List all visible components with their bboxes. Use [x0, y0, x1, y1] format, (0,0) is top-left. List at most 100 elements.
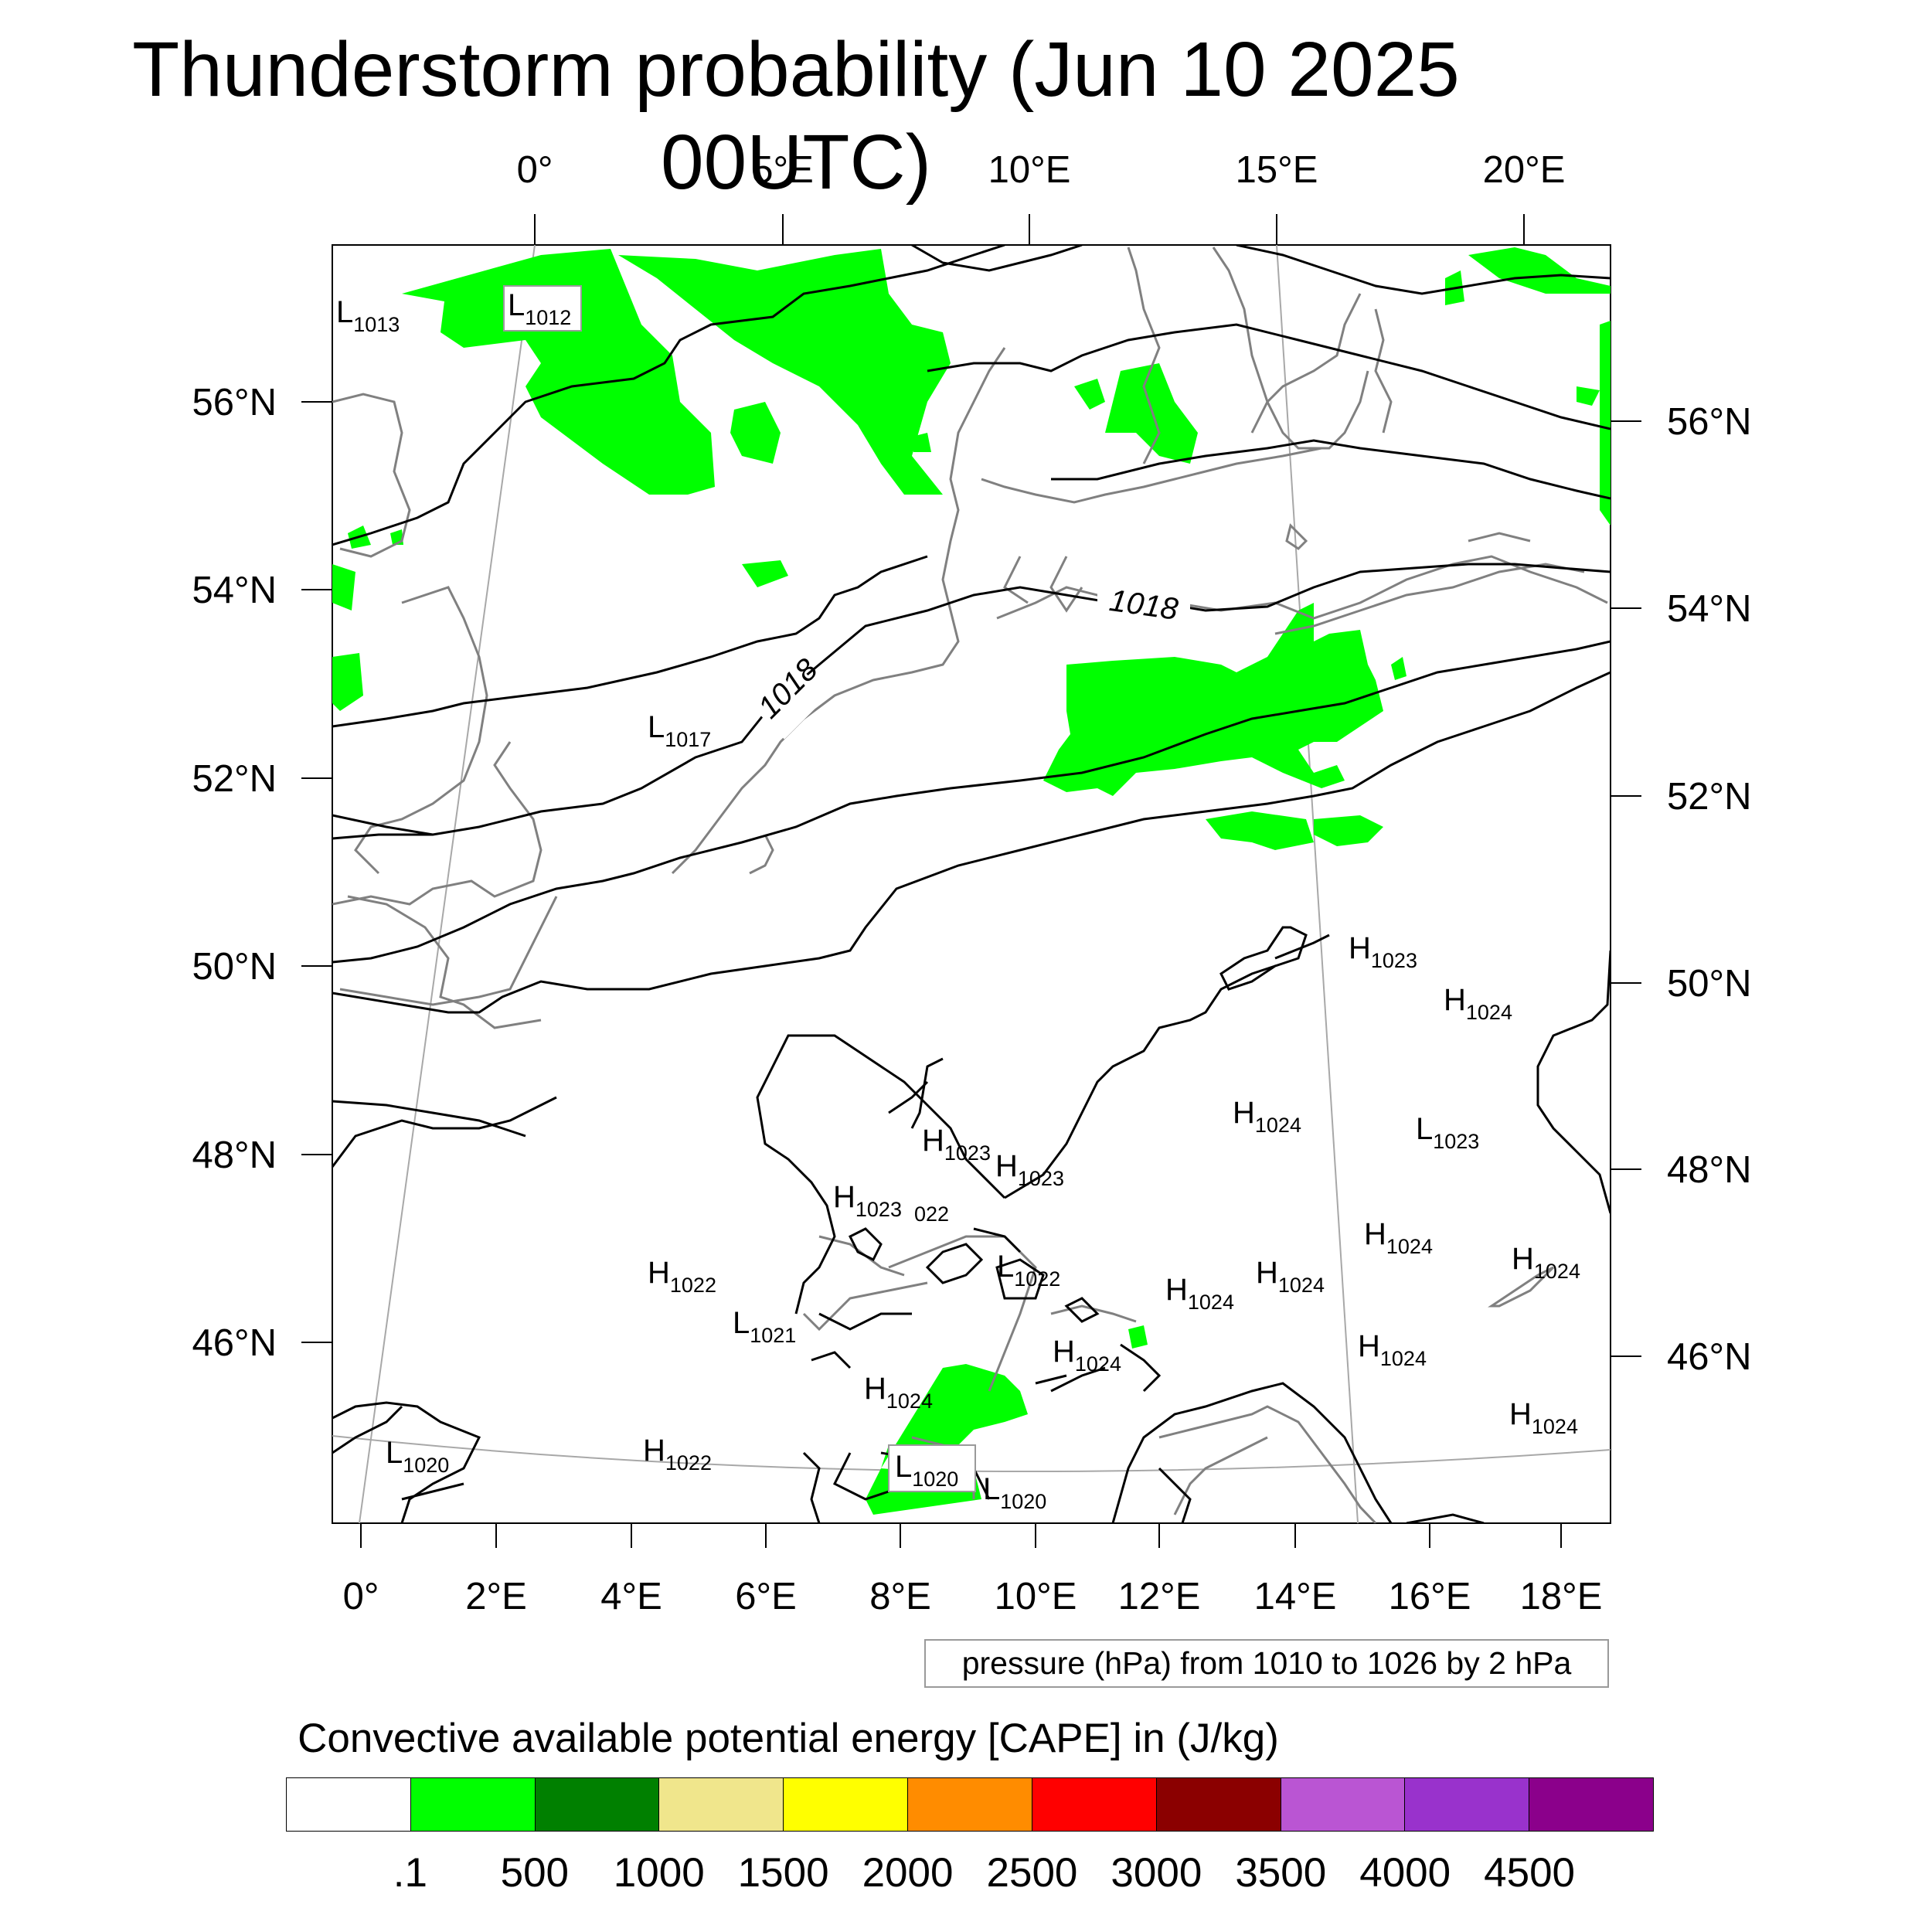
colorbar-title: Convective available potential energy [C…: [298, 1716, 1279, 1761]
contour-info-box: pressure (hPa) from 1010 to 1026 by 2 hP…: [924, 1639, 1609, 1688]
colorbar-tick-label: 1000: [613, 1850, 705, 1896]
colorbar-tick-label: 2000: [862, 1850, 954, 1896]
colorbar-swatch: [1156, 1778, 1281, 1831]
lat-tick-label: 54°N: [192, 570, 277, 611]
lon-tick-label: 10°E: [995, 1576, 1077, 1617]
colorbar-swatch: [287, 1778, 411, 1831]
svg-text:H1024: H1024: [1364, 1217, 1433, 1258]
top-longitude-labels: 0° 5°E 10°E 15°E 20°E: [517, 149, 1566, 191]
lat-tick-label: 48°N: [192, 1134, 277, 1176]
pressure-center-label: H1024: [1165, 1273, 1234, 1314]
pressure-center-label: H1022: [648, 1256, 716, 1297]
svg-text:H1023: H1023: [995, 1149, 1064, 1190]
svg-text:L1022: L1022: [997, 1250, 1060, 1291]
pressure-center-label: L1017: [648, 710, 711, 751]
svg-text:H1024: H1024: [864, 1372, 933, 1413]
svg-text:H1024: H1024: [1512, 1242, 1580, 1283]
colorbar-swatch: [659, 1778, 784, 1831]
pressure-center-label: H1024: [1509, 1397, 1578, 1438]
pressure-center-label: L1020: [983, 1472, 1046, 1513]
bottom-longitude-labels: 0° 2°E 4°E 6°E 8°E 10°E 12°E 14°E 16°E 1…: [343, 1576, 1603, 1617]
lon-tick-label: 5°E: [752, 149, 814, 191]
pressure-center-label: H1024: [1233, 1096, 1301, 1137]
svg-text:H1024: H1024: [1358, 1329, 1427, 1370]
pressure-centers: L1013 L1012 L1017 H1023 H1024 H1024 L102…: [336, 285, 1580, 1513]
colorbar-swatch: [1529, 1778, 1653, 1831]
svg-text:H1024: H1024: [1256, 1256, 1325, 1297]
lon-tick-label: 4°E: [600, 1576, 662, 1617]
lon-tick-label: 14°E: [1254, 1576, 1337, 1617]
lon-tick-label: 20°E: [1483, 149, 1566, 191]
svg-text:H1022: H1022: [648, 1256, 716, 1297]
svg-text:H1023: H1023: [1349, 931, 1417, 972]
tick-marks: [301, 214, 1641, 1548]
svg-text:L1013: L1013: [336, 295, 400, 336]
svg-text:H1024: H1024: [1444, 983, 1512, 1024]
lat-tick-label: 52°N: [1667, 776, 1751, 818]
pressure-center-label: H1024: [1256, 1256, 1325, 1297]
svg-text:H1024: H1024: [1053, 1335, 1121, 1376]
colorbar-swatch: [535, 1778, 660, 1831]
svg-text:L1023: L1023: [1416, 1112, 1479, 1153]
colorbar-swatch: [1032, 1778, 1157, 1831]
svg-text:H1023: H1023: [922, 1124, 991, 1165]
pressure-center-label: L1022: [997, 1250, 1060, 1291]
pressure-center-label: H1022: [643, 1434, 712, 1475]
colorbar-tick-label: 3000: [1111, 1850, 1202, 1896]
pressure-center-label: H1024: [1444, 983, 1512, 1024]
pressure-center-label: H1024: [1358, 1329, 1427, 1370]
svg-text:L1020: L1020: [983, 1472, 1046, 1513]
pressure-center-label: H1024: [1053, 1335, 1121, 1376]
lon-tick-label: 16°E: [1389, 1576, 1471, 1617]
svg-text:H1024: H1024: [1509, 1397, 1578, 1438]
colorbar-tick-label: 4500: [1484, 1850, 1576, 1896]
svg-text:L1021: L1021: [733, 1306, 796, 1347]
lat-tick-label: 46°N: [192, 1322, 277, 1364]
colorbar-tick-label: .1: [393, 1850, 428, 1896]
lat-tick-label: 48°N: [1667, 1149, 1751, 1191]
lon-tick-label: 10°E: [988, 149, 1071, 191]
lon-tick-label: 0°: [517, 149, 553, 191]
pressure-center-label: L1020: [895, 1450, 958, 1491]
lat-tick-label: 50°N: [192, 946, 277, 988]
lat-tick-label: 56°N: [192, 382, 277, 423]
lat-tick-label: 56°N: [1667, 401, 1751, 443]
label-box: [888, 1444, 976, 1492]
pressure-center-label: L1023: [1416, 1112, 1479, 1153]
colorbar-tick-label: 2500: [986, 1850, 1078, 1896]
pressure-center-label: L1021: [733, 1306, 796, 1347]
map-frame: [332, 244, 1611, 1524]
colorbar-tick-label: 3500: [1235, 1850, 1327, 1896]
colorbar: [286, 1777, 1654, 1832]
pressure-center-label: L1013: [336, 295, 400, 336]
cape-shading: [332, 247, 1611, 1515]
lat-tick-label: 46°N: [1667, 1336, 1751, 1378]
lon-tick-label: 18°E: [1520, 1576, 1603, 1617]
lon-tick-label: 8°E: [869, 1576, 931, 1617]
colorbar-swatch: [1405, 1778, 1530, 1831]
pressure-center-label: H1024: [1512, 1242, 1580, 1283]
colorbar-swatch: [1281, 1778, 1406, 1831]
colorbar-tick-label: 500: [500, 1850, 570, 1896]
pressure-center-label: H1024: [864, 1372, 933, 1413]
pressure-center-label: H1024: [1364, 1217, 1433, 1258]
lat-tick-label: 52°N: [192, 758, 277, 800]
right-latitude-labels: 56°N 54°N 52°N 50°N 48°N 46°N: [1667, 401, 1751, 1378]
pressure-center-label: H1023: [995, 1149, 1064, 1190]
lat-tick-label: 54°N: [1667, 588, 1751, 630]
left-latitude-labels: 56°N 54°N 52°N 50°N 48°N 46°N: [192, 382, 277, 1364]
label-box: [503, 285, 582, 332]
lat-tick-label: 50°N: [1667, 963, 1751, 1005]
svg-text:L1020: L1020: [386, 1436, 449, 1477]
map-title: Thunderstorm probability (Jun 10 2025 00…: [132, 26, 1460, 206]
partial-pressure-label: 022: [914, 1202, 949, 1226]
colorbar-swatch: [784, 1778, 909, 1831]
pressure-center-label: H1023: [1349, 931, 1417, 972]
svg-text:L1017: L1017: [648, 710, 711, 751]
colorbar-tick-label: 4000: [1359, 1850, 1451, 1896]
svg-text:H1023: H1023: [833, 1180, 902, 1221]
svg-text:L1012: L1012: [508, 288, 571, 329]
lon-tick-label: 15°E: [1236, 149, 1318, 191]
colorbar-swatch: [410, 1778, 536, 1831]
